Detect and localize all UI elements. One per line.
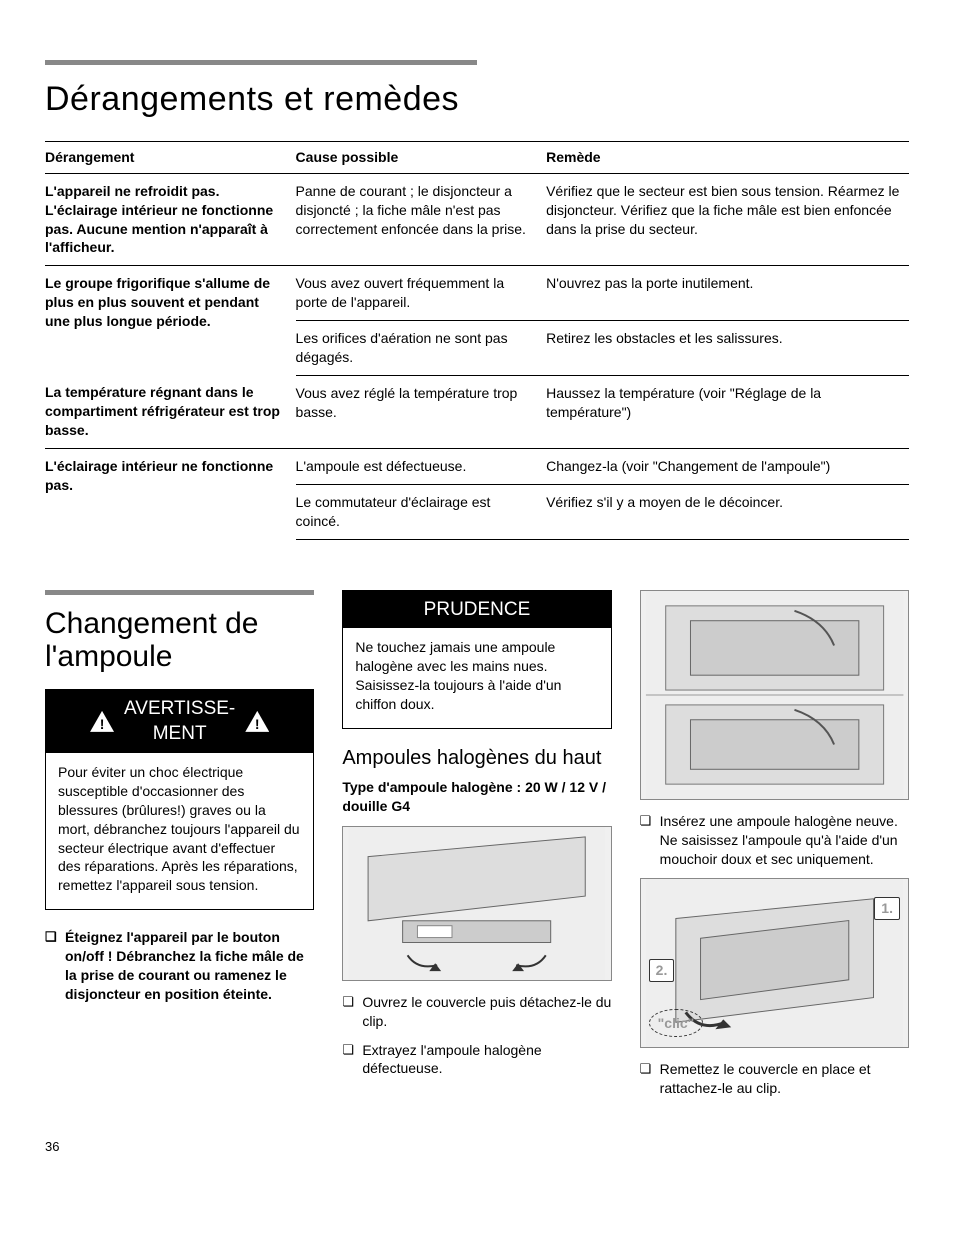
cell-problem: La température régnant dans le compartim… [45, 375, 296, 448]
caution-header: PRUDENCE [343, 591, 610, 629]
cell-cause: Les orifices d'aération ne sont pas déga… [296, 321, 547, 376]
accent-bar [45, 590, 314, 595]
cell-remedy: Retirez les obstacles et les salissures. [546, 321, 909, 376]
cell-problem: L'éclairage intérieur ne fonctionne pas. [45, 449, 296, 540]
col-cause: Cause possible [296, 141, 547, 173]
step-list: Remettez le couvercle en place et rattac… [640, 1060, 909, 1098]
cell-problem: L'appareil ne refroidit pas. L'éclairage… [45, 173, 296, 266]
warning-box: ! AVERTISSE- MENT ! Pour éviter un choc … [45, 689, 314, 911]
caution-box: PRUDENCE Ne touchez jamais une ampoule h… [342, 590, 611, 729]
step-list: Insérez une ampoule halogène neuve. Ne s… [640, 812, 909, 869]
warning-header: ! AVERTISSE- MENT ! [46, 690, 313, 753]
cell-cause: Vous avez ouvert fréquemment la porte de… [296, 266, 547, 321]
cell-cause: Panne de courant ; le disjoncteur a disj… [296, 173, 547, 266]
step-list: Éteignez l'appareil par le bouton on/off… [45, 928, 314, 1004]
cell-cause: Vous avez réglé la température trop bass… [296, 375, 547, 448]
caution-body: Ne touchez jamais une ampoule halogène a… [343, 628, 610, 728]
warning-triangle-icon: ! [245, 711, 269, 732]
hands-illustration-svg [641, 591, 908, 799]
cell-cause: L'ampoule est défectueuse. [296, 449, 547, 485]
cell-remedy: Haussez la température (voir "Réglage de… [546, 375, 909, 448]
annotation-1: 1. [874, 897, 900, 920]
cell-cause: Le commutateur d'éclairage est coincé. [296, 484, 547, 539]
list-item: Remettez le couvercle en place et rattac… [660, 1060, 909, 1098]
figure-cover: 1. 2. "clic" [640, 878, 909, 1048]
list-item: Extrayez l'ampoule halogène défectueuse. [362, 1041, 611, 1079]
list-item: Éteignez l'appareil par le bouton on/off… [65, 928, 314, 1004]
cell-remedy: N'ouvrez pas la porte inutilement. [546, 266, 909, 321]
table-row: L'éclairage intérieur ne fonctionne pas.… [45, 449, 909, 485]
cell-remedy: Vérifiez que le secteur est bien sous te… [546, 173, 909, 266]
table-row: Le groupe frigorifique s'allume de plus … [45, 266, 909, 321]
cell-problem: Le groupe frigorifique s'allume de plus … [45, 266, 296, 376]
figure-annotations: 1. 2. "clic" [641, 879, 908, 1047]
warning-header-line2: MENT [153, 723, 207, 744]
figure-hood [342, 826, 611, 981]
col-right: Insérez une ampoule halogène neuve. Ne s… [640, 590, 909, 1108]
cell-remedy: Changez-la (voir "Changement de l'ampoul… [546, 449, 909, 485]
col-problem: Dérangement [45, 141, 296, 173]
subheading-halogen: Ampoules halogènes du haut [342, 747, 611, 770]
col-middle: PRUDENCE Ne touchez jamais une ampoule h… [342, 590, 611, 1108]
warning-triangle-icon: ! [90, 711, 114, 732]
warning-body: Pour éviter un choc électrique susceptib… [46, 753, 313, 909]
troubleshoot-table: Dérangement Cause possible Remède L'appa… [45, 141, 909, 540]
cell-remedy: Vérifiez s'il y a moyen de le décoincer. [546, 484, 909, 539]
bulb-spec: Type d'ampoule halogène : 20 W / 12 V / … [342, 778, 611, 816]
warning-header-line1: AVERTISSE- [124, 698, 235, 719]
page-number: 36 [45, 1138, 909, 1156]
list-item: Insérez une ampoule halogène neuve. Ne s… [660, 812, 909, 869]
section-title-bulb: Changement de l'ampoule [45, 607, 314, 673]
page-title: Dérangements et remèdes [45, 77, 909, 123]
lower-columns: Changement de l'ampoule ! AVERTISSE- MEN… [45, 590, 909, 1108]
annotation-2: 2. [649, 959, 675, 982]
col-remedy: Remède [546, 141, 909, 173]
table-row: La température régnant dans le compartim… [45, 375, 909, 448]
list-item: Ouvrez le couvercle puis détachez-le du … [362, 993, 611, 1031]
figure-hands [640, 590, 909, 800]
col-left: Changement de l'ampoule ! AVERTISSE- MEN… [45, 590, 314, 1108]
hood-illustration-svg [343, 827, 610, 980]
table-row: L'appareil ne refroidit pas. L'éclairage… [45, 173, 909, 266]
step-list: Ouvrez le couvercle puis détachez-le du … [342, 993, 611, 1079]
warning-header-text: AVERTISSE- MENT [124, 696, 235, 747]
table-header-row: Dérangement Cause possible Remède [45, 141, 909, 173]
accent-bar [45, 60, 477, 65]
